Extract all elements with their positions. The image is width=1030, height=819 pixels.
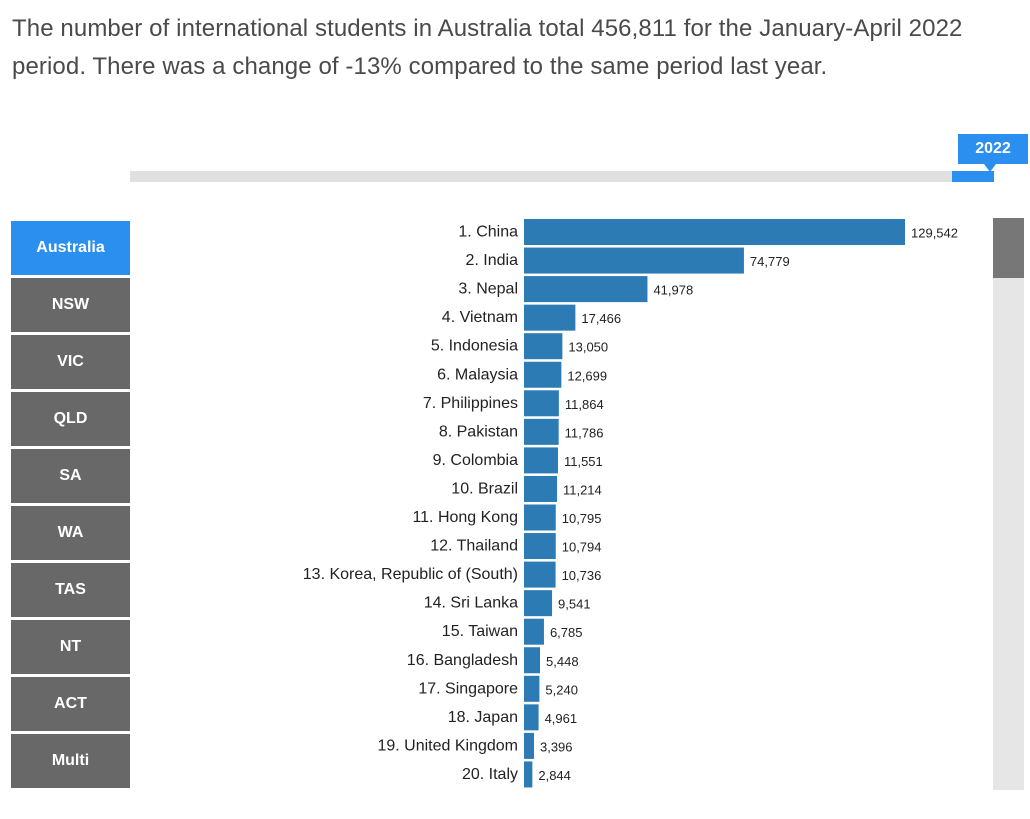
region-button-australia[interactable]: Australia bbox=[11, 221, 130, 275]
category-label-9: 9. Colombia bbox=[433, 452, 518, 469]
bar-18 bbox=[524, 704, 539, 731]
value-label-15: 6,785 bbox=[550, 625, 583, 640]
region-button-nt[interactable]: NT bbox=[11, 620, 130, 674]
headline-line-1: The number of international students in … bbox=[12, 15, 963, 42]
value-label-17: 5,240 bbox=[545, 682, 578, 697]
bar-8 bbox=[524, 418, 559, 445]
headline-line-2: period. There was a change of -13% compa… bbox=[12, 53, 828, 80]
value-label-6: 12,699 bbox=[567, 368, 607, 383]
region-button-tas[interactable]: TAS bbox=[11, 563, 130, 617]
bar-10 bbox=[524, 475, 557, 502]
bar-16 bbox=[524, 647, 541, 674]
value-label-20: 2,844 bbox=[538, 768, 571, 783]
category-label-15: 15. Taiwan bbox=[442, 623, 518, 640]
value-label-12: 10,794 bbox=[562, 540, 602, 555]
value-label-14: 9,541 bbox=[558, 597, 591, 612]
value-label-4: 17,466 bbox=[581, 311, 621, 326]
bar-3 bbox=[524, 276, 648, 303]
timeline-slider-track[interactable] bbox=[130, 171, 994, 182]
category-label-6: 6. Malaysia bbox=[437, 366, 518, 383]
bar-2 bbox=[524, 247, 744, 274]
category-label-1: 1. China bbox=[458, 224, 518, 241]
chart-scrollbar-track[interactable] bbox=[993, 218, 1024, 790]
bar-14 bbox=[524, 590, 553, 617]
value-label-1: 129,542 bbox=[911, 226, 958, 241]
bar-9 bbox=[524, 447, 558, 474]
value-label-9: 11,551 bbox=[564, 454, 603, 469]
region-button-sa[interactable]: SA bbox=[11, 449, 130, 503]
bar-17 bbox=[524, 675, 540, 702]
category-label-19: 19. United Kingdom bbox=[377, 737, 518, 754]
timeline-year-handle[interactable]: 2022 bbox=[958, 134, 1028, 172]
timeline-slider-fill[interactable] bbox=[952, 171, 994, 182]
category-label-10: 10. Brazil bbox=[451, 480, 518, 497]
region-button-nsw[interactable]: NSW bbox=[11, 278, 130, 332]
category-label-5: 5. Indonesia bbox=[431, 338, 518, 355]
bar-11 bbox=[524, 504, 556, 531]
category-label-7: 7. Philippines bbox=[423, 395, 518, 412]
bar-6 bbox=[524, 361, 562, 388]
bar-15 bbox=[524, 618, 544, 645]
region-button-vic[interactable]: VIC bbox=[11, 335, 130, 389]
region-button-multi[interactable]: Multi bbox=[11, 734, 130, 788]
value-label-11: 10,795 bbox=[562, 511, 602, 526]
category-label-8: 8. Pakistan bbox=[439, 423, 518, 440]
region-button-act[interactable]: ACT bbox=[11, 677, 130, 731]
value-label-19: 3,396 bbox=[540, 739, 573, 754]
category-label-2: 2. India bbox=[466, 252, 519, 269]
bar-13 bbox=[524, 561, 556, 588]
category-label-12: 12. Thailand bbox=[430, 538, 518, 555]
category-label-3: 3. Nepal bbox=[458, 281, 518, 298]
value-label-7: 11,864 bbox=[565, 397, 604, 412]
bar-19 bbox=[524, 732, 534, 759]
bar-1 bbox=[524, 219, 905, 245]
category-label-11: 11. Hong Kong bbox=[412, 509, 518, 526]
value-label-18: 4,961 bbox=[545, 711, 578, 726]
bar-5 bbox=[524, 333, 563, 360]
category-label-17: 17. Singapore bbox=[418, 680, 518, 697]
value-label-13: 10,736 bbox=[562, 568, 602, 583]
value-label-10: 11,214 bbox=[563, 482, 602, 497]
bar-4 bbox=[524, 304, 576, 331]
bar-7 bbox=[524, 390, 559, 417]
category-label-18: 18. Japan bbox=[448, 709, 518, 726]
category-label-16: 16. Bangladesh bbox=[407, 652, 518, 669]
headline: The number of international students in … bbox=[12, 10, 1012, 86]
chart-scrollbar-thumb[interactable] bbox=[993, 218, 1024, 278]
region-button-qld[interactable]: QLD bbox=[11, 392, 130, 446]
value-label-16: 5,448 bbox=[546, 654, 579, 669]
category-label-13: 13. Korea, Republic of (South) bbox=[303, 566, 518, 583]
category-label-20: 20. Italy bbox=[462, 766, 518, 783]
value-label-8: 11,786 bbox=[565, 425, 604, 440]
value-label-2: 74,779 bbox=[750, 254, 790, 269]
region-button-wa[interactable]: WA bbox=[11, 506, 130, 560]
region-button-list: Australia NSW VIC QLD SA WA TAS NT ACT M… bbox=[11, 221, 130, 791]
category-label-14: 14. Sri Lanka bbox=[424, 595, 518, 612]
bar-12 bbox=[524, 533, 556, 560]
category-label-4: 4. Vietnam bbox=[442, 309, 518, 326]
bar-20 bbox=[524, 761, 533, 788]
value-label-5: 13,050 bbox=[568, 340, 608, 355]
value-label-3: 41,978 bbox=[653, 283, 693, 298]
